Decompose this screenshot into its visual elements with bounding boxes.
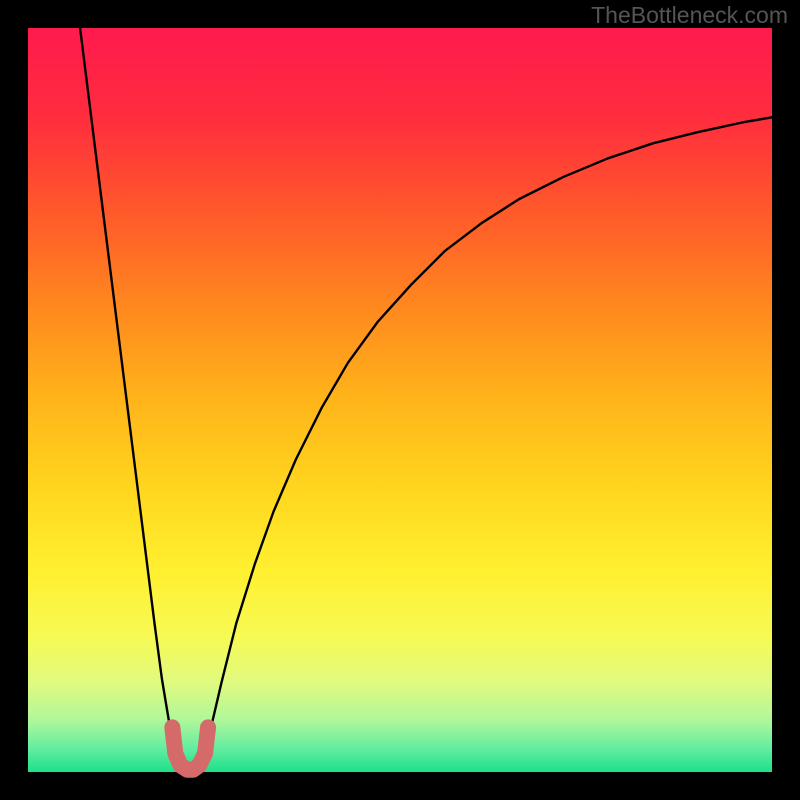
watermark-text: TheBottleneck.com [591,2,788,29]
chart-container: TheBottleneck.com [0,0,800,800]
plot-background [28,28,772,772]
bottleneck-curve-chart [0,0,800,800]
